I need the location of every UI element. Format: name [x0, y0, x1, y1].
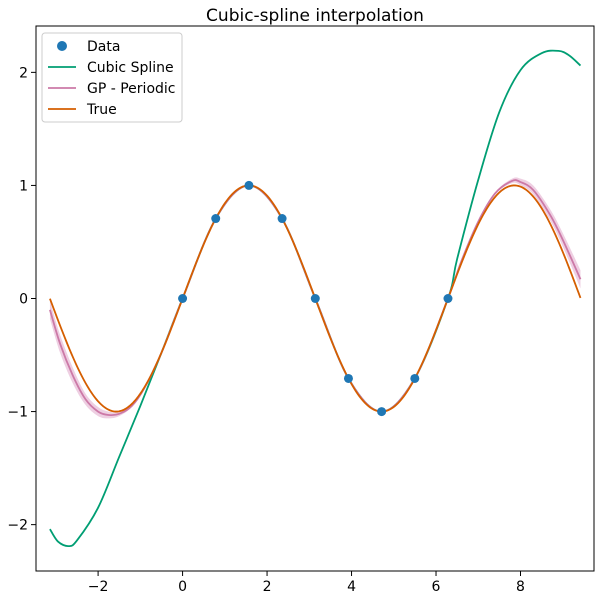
data-point — [343, 373, 353, 383]
y-tick-label: 0 — [19, 292, 28, 308]
x-tick-label: 8 — [516, 579, 525, 595]
y-tick-label: 1 — [19, 178, 28, 194]
data-point — [310, 294, 320, 303]
y-tick-label: −2 — [7, 518, 28, 534]
data-point — [178, 294, 188, 303]
data-point — [443, 294, 453, 303]
data-points — [178, 180, 453, 417]
y-tick-label: 2 — [19, 65, 28, 81]
legend-frame — [41, 32, 183, 123]
x-tick-label: 2 — [263, 579, 272, 595]
data-point — [277, 214, 287, 224]
data-point — [377, 407, 387, 417]
legend-label-true: True — [86, 102, 117, 118]
legend-label-gp-periodic: GP - Periodic — [87, 81, 175, 97]
legend-data-marker — [57, 41, 67, 51]
x-tick-label: 6 — [432, 579, 441, 595]
x-tick-label: 0 — [178, 579, 187, 595]
data-point — [244, 180, 254, 190]
y-tick-label: −1 — [7, 405, 28, 421]
legend-label-cubic-spline: Cubic Spline — [87, 60, 174, 76]
chart-title: Cubic-spline interpolation — [206, 6, 424, 26]
x-tick-label: 4 — [347, 579, 356, 595]
legend-label-data: Data — [87, 39, 120, 55]
axes: −2 0 2 4 6 8 −2 −1 0 1 2 — [7, 25, 595, 595]
data-point — [211, 214, 221, 224]
x-tick-label: −2 — [88, 579, 109, 595]
data-point — [410, 373, 420, 383]
legend: Data Cubic Spline GP - Periodic True — [41, 32, 183, 123]
